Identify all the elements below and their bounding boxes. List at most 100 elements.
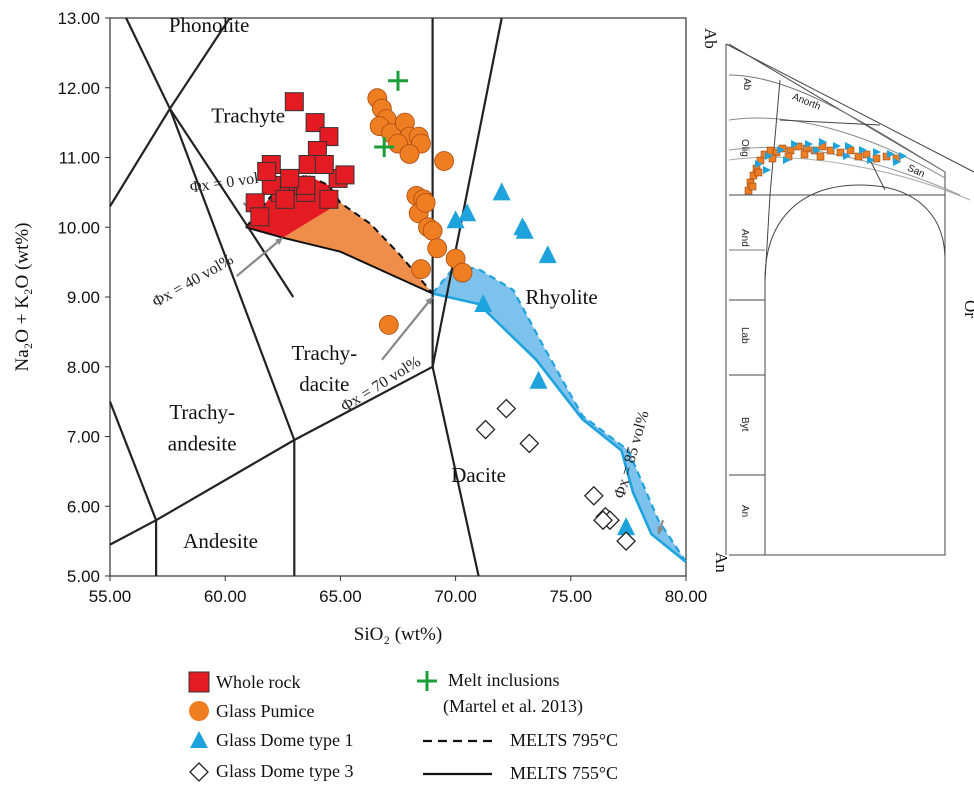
- ternary-apex-an: An: [712, 552, 731, 573]
- whole-rock-point-16: [296, 175, 316, 195]
- field-label-trachyte: Trachyte: [211, 104, 285, 128]
- tas-diagram: Phonolite Trachyte Trachy-dacite Trachy-and…: [12, 9, 707, 645]
- legend-melt-inclusion-label: Melt inclusions: [448, 670, 560, 690]
- ternary-region-byt: Byt: [739, 417, 750, 432]
- ternary-triangle-point-12: [763, 166, 771, 174]
- x-tick-label-5: 80.00: [665, 587, 708, 606]
- y-tick-label-5: 10.00: [57, 218, 100, 237]
- ternary-triangle-point-1: [765, 152, 773, 160]
- melts-755-solid-line-blue: [432, 292, 687, 564]
- glass-pumice-point-17: [422, 220, 443, 241]
- ternary-square-point-24: [768, 154, 777, 163]
- legend-dome3-marker: [189, 762, 209, 782]
- field-label-trachy: Trachy-: [291, 341, 357, 365]
- glass-dome-type-3-point-3: [583, 485, 604, 506]
- melts-795-dashed-line-blue: [431, 264, 687, 563]
- glass-dome-type-3-point-2: [519, 433, 540, 454]
- glass-pumice-point-18: [427, 238, 448, 259]
- y-tick-label-6: 11.00: [59, 149, 100, 168]
- ternary-triangle-point-8: [859, 146, 867, 154]
- glass-dome-type-1-point-2: [446, 210, 465, 229]
- glass-pumice-point-15: [415, 192, 436, 213]
- ternary-region-olig: Olig: [739, 139, 750, 157]
- legend-melts795-label: MELTS 795°C: [510, 730, 618, 750]
- ternary-square-point-18: [862, 150, 871, 159]
- ternary-data-points: [744, 138, 907, 195]
- ternary-square-point-0: [744, 186, 753, 195]
- glass-pumice-point-10: [399, 144, 420, 164]
- field-label-andesite: Andesite: [183, 529, 258, 553]
- ternary-triangle-point-9: [873, 148, 881, 156]
- whole-rock-point-18: [280, 168, 300, 188]
- field-label-phonolite: Phonolite: [169, 13, 250, 37]
- legend-melt-inclusion-marker: [417, 671, 437, 691]
- x-tick-label-1: 60.00: [204, 587, 247, 606]
- ternary-square-point-14: [826, 146, 835, 155]
- glass-pumice-point-20: [452, 262, 473, 283]
- ternary-square-point-27: [816, 152, 825, 161]
- ternary-region-ab: Ab: [741, 78, 752, 91]
- glass-dome-type-1-point-0: [492, 182, 511, 201]
- ternary-square-point-22: [748, 182, 757, 191]
- phi-arrowhead-2: [425, 297, 433, 305]
- field-boundary-2: [168, 108, 295, 298]
- ternary-square-point-10: [794, 142, 803, 151]
- ternary-triangle-point-17: [893, 158, 901, 166]
- phi-arrowhead-1: [275, 237, 283, 245]
- ternary-triangle-point-16: [867, 156, 875, 164]
- field-label-rhyolite: Rhyolite: [525, 285, 597, 309]
- ternary-region-an: An: [739, 505, 750, 517]
- whole-rock-point-0: [284, 92, 304, 112]
- legend-melts755-label: MELTS 755°C: [510, 763, 618, 783]
- x-tick-label-2: 65.00: [319, 587, 362, 606]
- y-tick-label-7: 12.00: [57, 79, 100, 98]
- y-tick-label-1: 6.00: [67, 497, 100, 516]
- whole-rock-point-6: [314, 155, 334, 174]
- ternary-triangle-point-14: [813, 146, 821, 154]
- y-axis-label: Na₂O + K₂O (wt%): [12, 222, 33, 371]
- whole-rock-point-4: [298, 155, 318, 174]
- ternary-apex-or: Or: [961, 300, 974, 318]
- field-boundary-7: [431, 17, 503, 368]
- melt-inclusions-point-0: [388, 70, 408, 91]
- phi-arrow-1: [236, 236, 284, 277]
- legend-glass-pumice-marker: [189, 701, 209, 721]
- glass-dome-type-3-point-7: [616, 531, 637, 552]
- x-tick-label-3: 70.00: [434, 587, 477, 606]
- ternary-square-point-19: [872, 154, 881, 163]
- y-tick-label-3: 8.00: [67, 358, 100, 377]
- glass-pumice-point-21: [411, 259, 431, 280]
- ternary-triangle-point-6: [833, 142, 841, 150]
- legend-glass-pumice-label: Glass Pumice: [216, 701, 315, 721]
- ternary-triangle-point-7: [845, 142, 853, 150]
- melts-band-blue: [432, 265, 686, 562]
- field-label-andesite: andesite: [168, 432, 237, 456]
- y-axis-ticks: 5.00 6.00 7.00 8.00 9.00 10.00 11.00 12.00 13.00: [57, 9, 110, 586]
- field-boundary-4: [109, 519, 158, 576]
- whole-rock-point-12: [250, 207, 270, 227]
- legend-dome1-marker: [190, 731, 208, 748]
- ternary-apex-ab: Ab: [701, 28, 720, 49]
- x-tick-label-0: 55.00: [89, 587, 132, 606]
- ternary-triangle-point-3: [791, 140, 799, 148]
- ternary-triangle-point-13: [783, 156, 791, 164]
- glass-pumice-point-22: [378, 314, 399, 335]
- glass-pumice-point-11: [434, 151, 455, 171]
- phi-arrow-2: [381, 296, 434, 361]
- data-points: [245, 70, 637, 552]
- field-label-dacite: dacite: [299, 372, 349, 396]
- legend-melt-inclusion-ref: (Martel et al. 2013): [443, 696, 583, 717]
- glass-dome-type-3-point-0: [475, 419, 496, 440]
- whole-rock-point-13: [275, 189, 295, 209]
- melts-band-orange: [282, 202, 433, 294]
- y-tick-label-0: 5.00: [67, 567, 100, 586]
- y-tick-label-2: 7.00: [67, 428, 100, 447]
- glass-dome-type-1-point-1: [458, 203, 477, 222]
- field-label-dacite: Dacite: [451, 463, 506, 487]
- ternary-square-point-26: [800, 150, 809, 159]
- field-labels: Phonolite Trachyte Trachy-dacite Trachy-and…: [168, 13, 598, 553]
- glass-dome-type-1-point-7: [529, 370, 548, 389]
- ternary-labels: Ab An Or Ab Olig And Lab Byt An Anorth S…: [701, 28, 974, 573]
- feldspar-ternary-inset: Ab An Or Ab Olig And Lab Byt An Anorth S…: [701, 28, 974, 573]
